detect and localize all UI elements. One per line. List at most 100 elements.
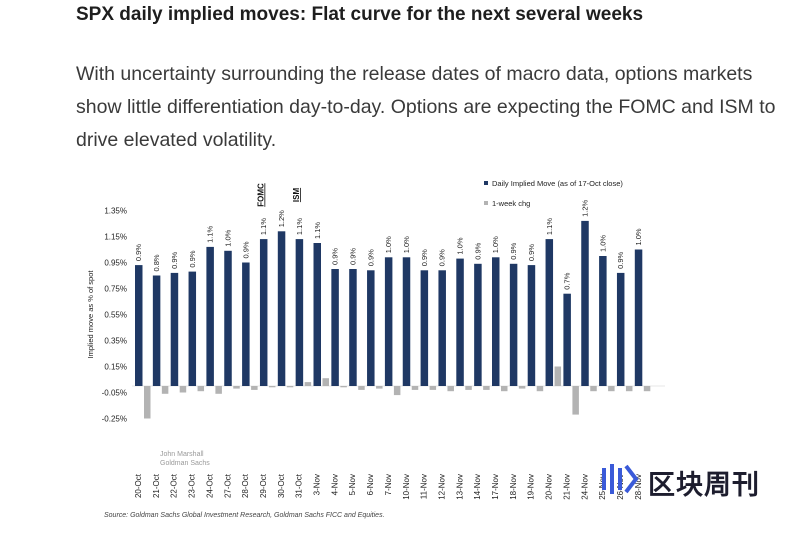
bar-data-label: 0.9% [473, 242, 482, 259]
x-tick-label: 28-Oct [241, 473, 250, 498]
week-change-bar [483, 386, 490, 390]
implied-move-bar [420, 270, 429, 386]
bar-data-label: 0.8% [152, 254, 161, 271]
bar-data-label: 1.0% [634, 228, 643, 245]
bar-data-label: 0.9% [527, 244, 536, 261]
x-tick-label: 23-Oct [188, 473, 197, 498]
bar-data-label: 1.1% [545, 218, 554, 235]
y-tick-label: 0.35% [104, 337, 127, 346]
implied-move-bar [527, 265, 536, 386]
annotation-label: ISM [292, 188, 301, 203]
x-tick-label: 21-Oct [152, 473, 161, 498]
implied-move-bar [349, 269, 357, 386]
bar-data-label: 1.0% [402, 236, 411, 253]
bar-data-label: 1.2% [581, 199, 590, 216]
implied-move-bar [384, 257, 393, 386]
bar-layer [135, 220, 651, 419]
week-change-bar [268, 386, 276, 388]
implied-move-bar [277, 231, 286, 386]
implied-move-bar [242, 262, 250, 386]
x-tick-label: 12-Nov [437, 474, 446, 500]
week-change-bar [358, 386, 365, 390]
week-change-bar [161, 386, 169, 394]
bar-data-label: 1.0% [224, 229, 233, 246]
week-change-bar [447, 386, 454, 392]
chart-credit: John Marshall Goldman Sachs [160, 450, 210, 468]
bar-data-label: 1.1% [206, 225, 215, 242]
implied-move-bar [599, 256, 607, 386]
x-tick-label: 18-Nov [509, 474, 518, 500]
week-change-bar [590, 386, 597, 392]
x-tick-label: 4-Nov [330, 474, 339, 495]
label-layer: 0.9% 20-Oct 0.8% 21-Oct 0.9% 22-Oct 0.9% 23-Oct… [134, 183, 643, 500]
week-change-bar [197, 386, 205, 392]
implied-move-bar [188, 271, 197, 386]
implied-move-bar [295, 239, 304, 386]
bar-data-label: 0.9% [331, 248, 340, 265]
implied-move-bar [634, 249, 643, 386]
y-tick-label: -0.05% [102, 389, 127, 398]
implied-move-bar [367, 270, 375, 386]
implied-move-bar [331, 269, 339, 386]
x-tick-label: 10-Nov [402, 474, 411, 500]
x-tick-label: 22-Oct [170, 473, 179, 498]
legend-swatch-implied [484, 181, 488, 185]
bar-data-label: 1.1% [313, 222, 322, 239]
x-tick-label: 29-Oct [259, 473, 268, 498]
x-tick-label: 30-Oct [277, 473, 286, 498]
week-change-bar [340, 386, 347, 388]
week-change-bar [286, 386, 294, 388]
bar-data-label: 0.9% [366, 249, 375, 266]
week-change-bar [572, 386, 579, 415]
x-tick-label: 5-Nov [348, 474, 357, 495]
implied-move-bar [456, 258, 464, 386]
x-tick-label: 24-Nov [580, 474, 589, 500]
implied-move-bar [492, 257, 500, 386]
implied-move-bar [563, 293, 571, 386]
implied-move-bar [135, 265, 143, 386]
bar-data-label: 0.9% [188, 250, 197, 267]
source-note: Source: Goldman Sachs Global Investment … [104, 512, 385, 519]
x-tick-label: 21-Nov [562, 474, 571, 500]
implied-move-bar [438, 270, 446, 386]
x-tick-label: 13-Nov [455, 474, 464, 500]
bar-data-label: 1.0% [384, 236, 393, 253]
bar-data-label: 1.0% [598, 235, 607, 252]
implied-move-bar [581, 220, 589, 386]
legend: Daily Implied Move (as of 17-Oct close) 1… [484, 179, 623, 208]
credit-firm: Goldman Sachs [160, 460, 210, 467]
week-change-bar [144, 386, 151, 419]
implied-move-bar [259, 239, 268, 386]
bar-data-label: 1.0% [491, 236, 500, 253]
bar-data-label: 0.9% [438, 249, 447, 266]
week-change-bar [215, 386, 222, 394]
x-tick-label: 28-Nov [634, 474, 643, 500]
watermark-text: 区块周刊 [648, 470, 760, 500]
bar-data-label: 0.7% [563, 272, 572, 289]
y-tick-label: 1.35% [104, 207, 127, 216]
week-change-bar [376, 386, 383, 389]
bar-data-label: 1.2% [277, 210, 286, 227]
bar-data-label: 1.0% [456, 237, 465, 254]
implied-move-bar [474, 263, 482, 386]
bar-data-label: 0.9% [170, 251, 179, 268]
x-tick-label: 14-Nov [473, 474, 482, 500]
x-tick-label: 24-Oct [205, 473, 214, 498]
week-change-bar [465, 386, 472, 390]
implied-move-bar [206, 246, 214, 386]
y-tick-label: 1.15% [104, 233, 127, 242]
week-change-bar [501, 386, 508, 392]
implied-move-bar [152, 275, 161, 386]
bar-data-label: 0.9% [348, 248, 357, 265]
x-tick-label: 31-Oct [295, 473, 304, 498]
implied-move-bar [402, 257, 411, 386]
week-change-bar [304, 382, 312, 386]
implied-move-bar [616, 272, 625, 386]
week-change-bar [179, 386, 187, 393]
implied-move-bar [224, 250, 232, 386]
week-change-bar [643, 386, 651, 392]
x-tick-label: 3-Nov [313, 474, 322, 495]
week-change-bar [411, 386, 419, 390]
week-change-bar [625, 386, 633, 392]
